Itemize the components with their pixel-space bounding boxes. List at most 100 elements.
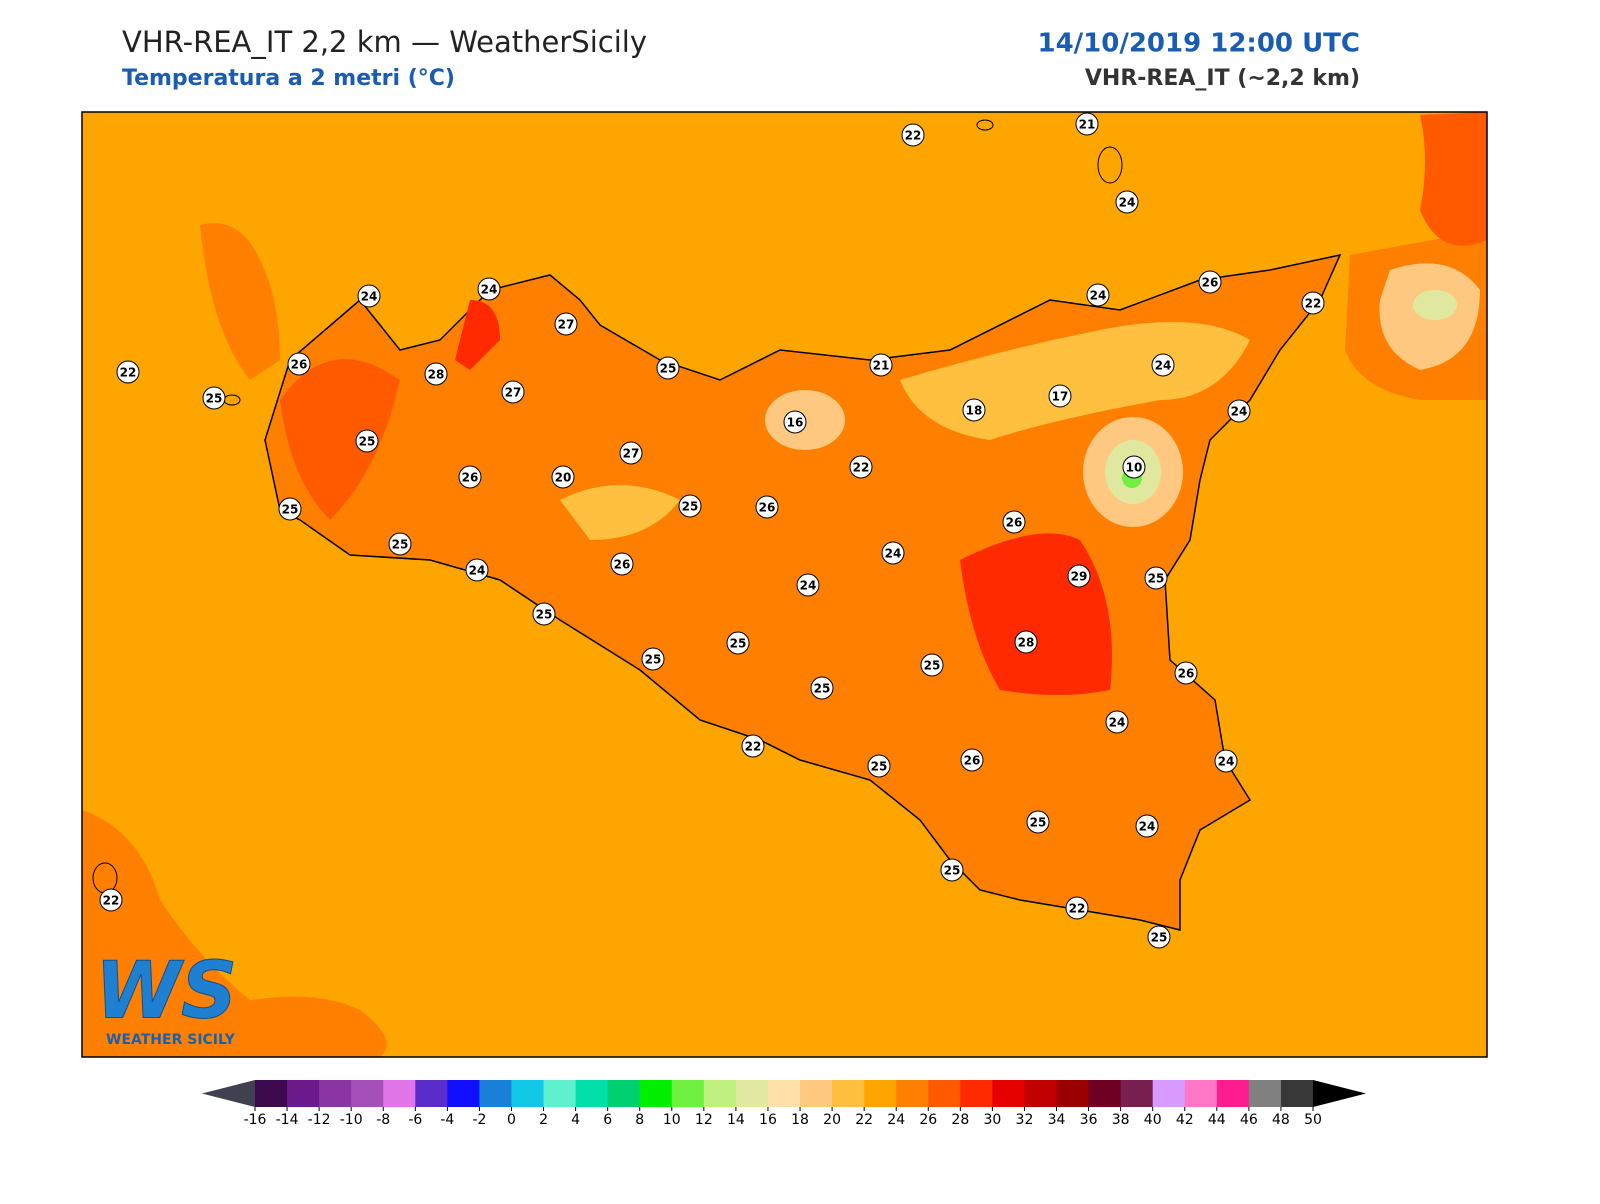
station-marker: [867, 754, 891, 778]
station-marker: [355, 429, 379, 453]
colorbar-tick-label: 8: [635, 1112, 644, 1128]
station-value: 25: [392, 538, 409, 552]
station-marker: [1014, 630, 1038, 654]
colorbar-tick-label: -6: [408, 1112, 422, 1128]
station-marker: [962, 398, 986, 422]
colorbar-tick-label: 44: [1208, 1112, 1226, 1128]
station-marker: [202, 386, 226, 410]
field: [200, 223, 280, 380]
station-marker: [869, 353, 893, 377]
station-marker: [849, 455, 873, 479]
colorbar-box: [575, 1080, 609, 1107]
logo-letters: WS: [95, 946, 237, 1036]
station-value: 20: [555, 471, 572, 485]
station-marker: [1198, 270, 1222, 294]
station-marker: [641, 647, 665, 671]
station-value: 22: [120, 366, 137, 380]
island: [223, 394, 241, 406]
station-marker: [940, 858, 964, 882]
field: [1420, 112, 1487, 246]
station-marker: [501, 380, 525, 404]
island: [1097, 146, 1123, 184]
station-value: 25: [682, 500, 699, 514]
station-marker: [1067, 564, 1091, 588]
station-value: 25: [1148, 572, 1165, 586]
station-marker: [796, 573, 820, 597]
station-value: 25: [645, 653, 662, 667]
colorbar-box: [800, 1080, 833, 1107]
station-value: 26: [614, 558, 631, 572]
station-value: 25: [1030, 816, 1047, 830]
colorbar-box: [1056, 1080, 1090, 1107]
station-marker: [465, 558, 489, 582]
station-value: 17: [1052, 390, 1069, 404]
datetime: 14/10/2019 12:00 UTC: [1037, 29, 1360, 59]
colorbar-box: [928, 1080, 961, 1107]
station-value: 25: [944, 864, 961, 878]
colorbar-tick-label: 20: [823, 1112, 841, 1128]
colorbar-tick-label: 28: [951, 1112, 969, 1128]
station-value: 25: [282, 503, 299, 517]
colorbar-extend-low: [202, 1080, 255, 1107]
colorbar-box: [255, 1080, 288, 1107]
colorbar-tick-label: 0: [507, 1112, 516, 1128]
colorbar-box: [735, 1080, 769, 1107]
station-value: 25: [660, 362, 677, 376]
colorbar-tick-label: -14: [276, 1112, 299, 1128]
station-value: 21: [873, 359, 890, 373]
colorbar-tick-label: 48: [1272, 1112, 1290, 1128]
colorbar-tick-label: 42: [1176, 1112, 1194, 1128]
colorbar-tick-label: -12: [308, 1112, 331, 1128]
station-value: 24: [1218, 755, 1235, 769]
station-marker: [424, 362, 448, 386]
colorbar-box: [960, 1080, 993, 1107]
island: [976, 119, 994, 131]
colorbar-extend-high: [1313, 1080, 1366, 1107]
station-marker: [1048, 384, 1072, 408]
station-marker: [278, 497, 302, 521]
station-marker: [1227, 399, 1251, 423]
station-marker: [116, 360, 140, 384]
station-value: 22: [1069, 902, 1086, 916]
colorbar-box: [671, 1080, 705, 1107]
map: WS WEATHER SICILY 22 21 24 24 24 27 26 28 22 25 25…: [82, 112, 1487, 1057]
colorbar-box: [479, 1080, 512, 1107]
station-marker: [1026, 810, 1050, 834]
colorbar-tick-label: 36: [1080, 1112, 1098, 1128]
station-value: 26: [462, 471, 479, 485]
colorbar-box: [1088, 1080, 1122, 1107]
title: VHR-REA_IT 2,2 km — WeatherSicily: [122, 25, 647, 59]
station-marker: [755, 495, 779, 519]
colorbar-box: [703, 1080, 737, 1107]
colorbar-tick-label: -16: [244, 1112, 267, 1128]
colorbar-box: [832, 1080, 865, 1107]
station-value: 27: [558, 318, 575, 332]
station-value: 24: [1155, 359, 1172, 373]
colorbar-tick-label: 24: [887, 1112, 905, 1128]
station-marker: [99, 888, 123, 912]
colorbar-box: [1120, 1080, 1154, 1107]
station-value: 26: [1006, 516, 1023, 530]
station-marker: [532, 602, 556, 626]
station-marker: [458, 465, 482, 489]
colorbar-box: [992, 1080, 1025, 1107]
colorbar-tick-label: 6: [603, 1112, 612, 1128]
station-value: 26: [1202, 276, 1219, 290]
station-marker: [554, 312, 578, 336]
station-marker: [726, 631, 750, 655]
field: [1413, 290, 1457, 320]
colorbar: -16 -14 -12 -10 -8 -6 -4 -2 0 2 4 6 8 10 12 14 16 18 20 22 2…: [202, 1080, 1366, 1128]
station-marker: [783, 410, 807, 434]
station-value: 24: [361, 290, 378, 304]
station-marker: [1075, 112, 1099, 136]
station-marker: [551, 465, 575, 489]
colorbar-tick-label: -2: [472, 1112, 486, 1128]
station-value: 22: [905, 129, 922, 143]
colorbar-tick-label: 34: [1048, 1112, 1066, 1128]
logo: WS WEATHER SICILY: [95, 946, 238, 1048]
station-value: 28: [1018, 636, 1035, 650]
station-value: 26: [964, 754, 981, 768]
station-value: 26: [1178, 667, 1195, 681]
colorbar-tick-label: 14: [727, 1112, 745, 1128]
